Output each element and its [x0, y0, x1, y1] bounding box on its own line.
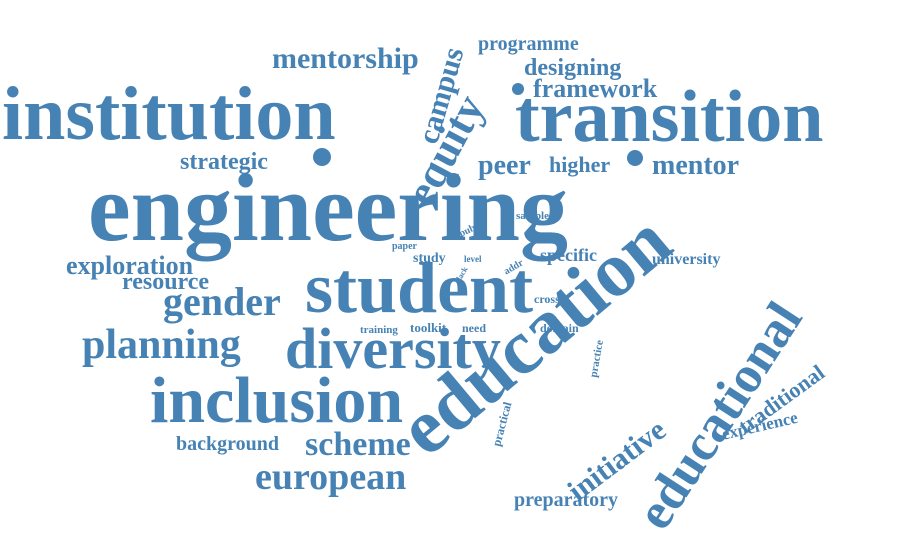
word-level: level — [464, 254, 482, 264]
decorative-dot — [627, 150, 643, 166]
word-strategic: strategic — [180, 149, 268, 175]
word-institution: institution — [2, 72, 336, 156]
word-peer: peer — [478, 150, 531, 181]
word-toolkit: toolkit — [410, 320, 447, 335]
word-domain: domain — [540, 321, 579, 335]
word-higher: higher — [549, 152, 611, 177]
word-engineering: engineering — [88, 154, 568, 261]
word-student: student — [305, 248, 534, 328]
word-inclusion: inclusion — [150, 364, 404, 437]
word-exploration: exploration — [66, 251, 194, 280]
word-programme: programme — [478, 33, 579, 55]
word-designing: designing — [524, 55, 622, 81]
word-study: study — [413, 251, 446, 266]
word-practice: practice — [587, 339, 606, 379]
word-training: training — [360, 324, 398, 336]
word-university: university — [652, 251, 721, 268]
word-preparatory: preparatory — [514, 489, 619, 511]
word-mentorship: mentorship — [272, 42, 419, 75]
decorative-dot — [512, 83, 524, 95]
word-european: european — [255, 456, 407, 498]
word-scheme: scheme — [305, 426, 411, 463]
word-transition: transition — [515, 76, 824, 158]
word-mentor: mentor — [652, 150, 740, 181]
word-planning: planning — [82, 322, 241, 368]
word-paper: paper — [392, 241, 417, 252]
word-background: background — [176, 433, 280, 455]
word-gender: gender — [163, 279, 281, 324]
word-diversity: diversity — [285, 316, 501, 381]
word-sample: sample — [516, 210, 549, 222]
word-need: need — [462, 321, 486, 335]
decorative-dot — [313, 148, 331, 166]
word-cross: cross — [534, 292, 560, 306]
word-framework: framework — [533, 74, 658, 103]
word-specific: specific — [540, 245, 597, 265]
word-resource: resource — [122, 269, 210, 295]
